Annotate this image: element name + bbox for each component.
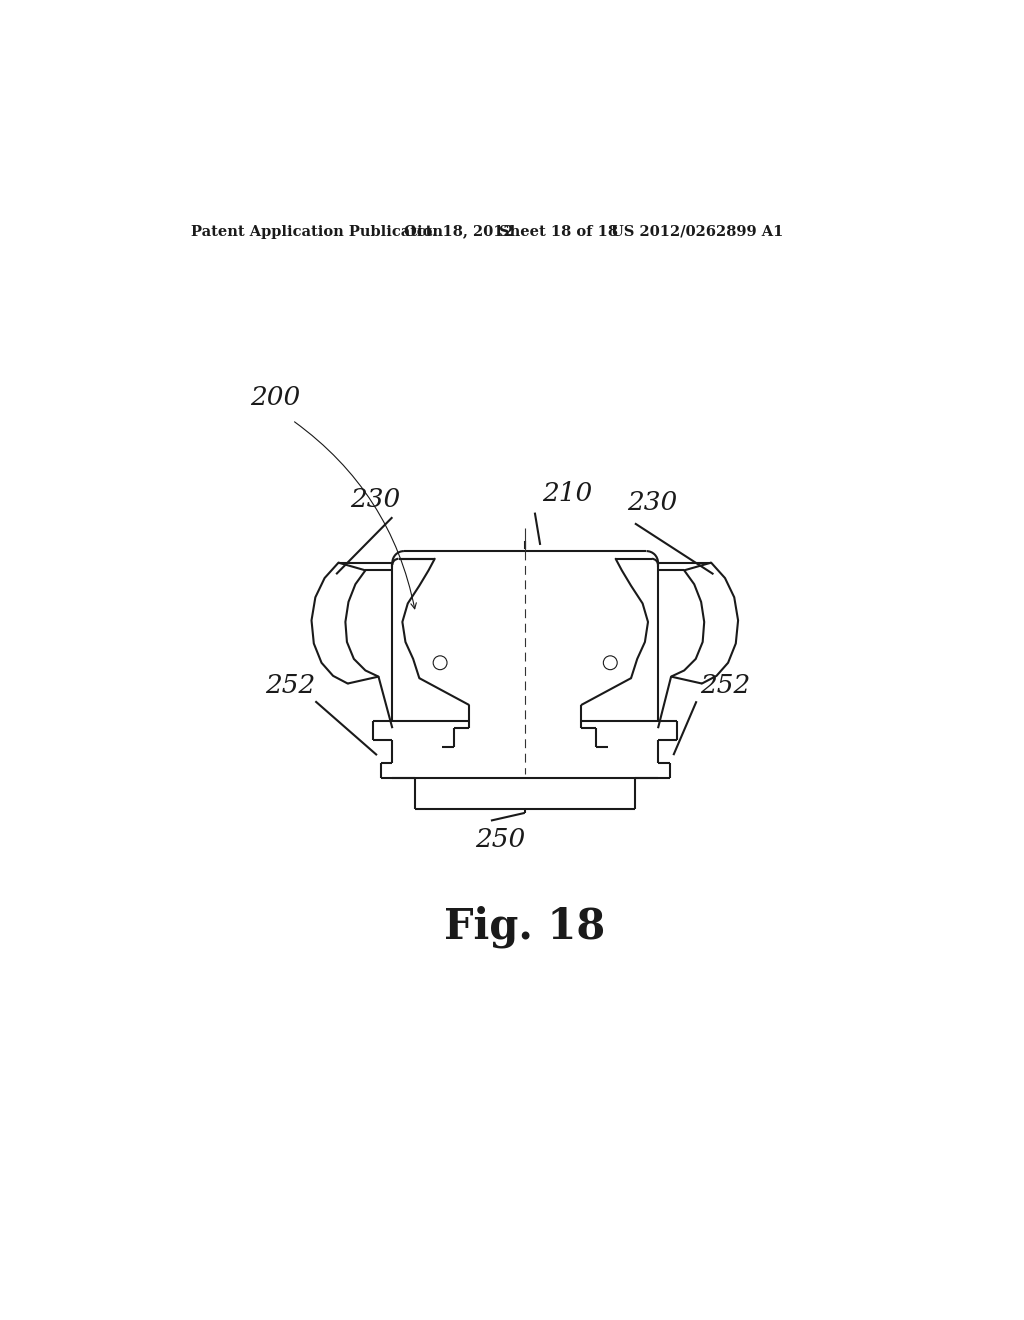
- Text: 230: 230: [350, 487, 400, 512]
- Text: 200: 200: [250, 384, 300, 409]
- Text: Patent Application Publication: Patent Application Publication: [190, 224, 442, 239]
- Text: 250: 250: [475, 828, 525, 853]
- Text: Oct. 18, 2012: Oct. 18, 2012: [403, 224, 514, 239]
- Text: 230: 230: [628, 490, 678, 515]
- Text: 210: 210: [543, 480, 593, 506]
- Text: US 2012/0262899 A1: US 2012/0262899 A1: [611, 224, 783, 239]
- Text: Fig. 18: Fig. 18: [444, 906, 605, 948]
- Text: Sheet 18 of 18: Sheet 18 of 18: [499, 224, 617, 239]
- Circle shape: [603, 656, 617, 669]
- Circle shape: [433, 656, 447, 669]
- Text: 252: 252: [265, 673, 315, 698]
- Text: 252: 252: [700, 673, 751, 698]
